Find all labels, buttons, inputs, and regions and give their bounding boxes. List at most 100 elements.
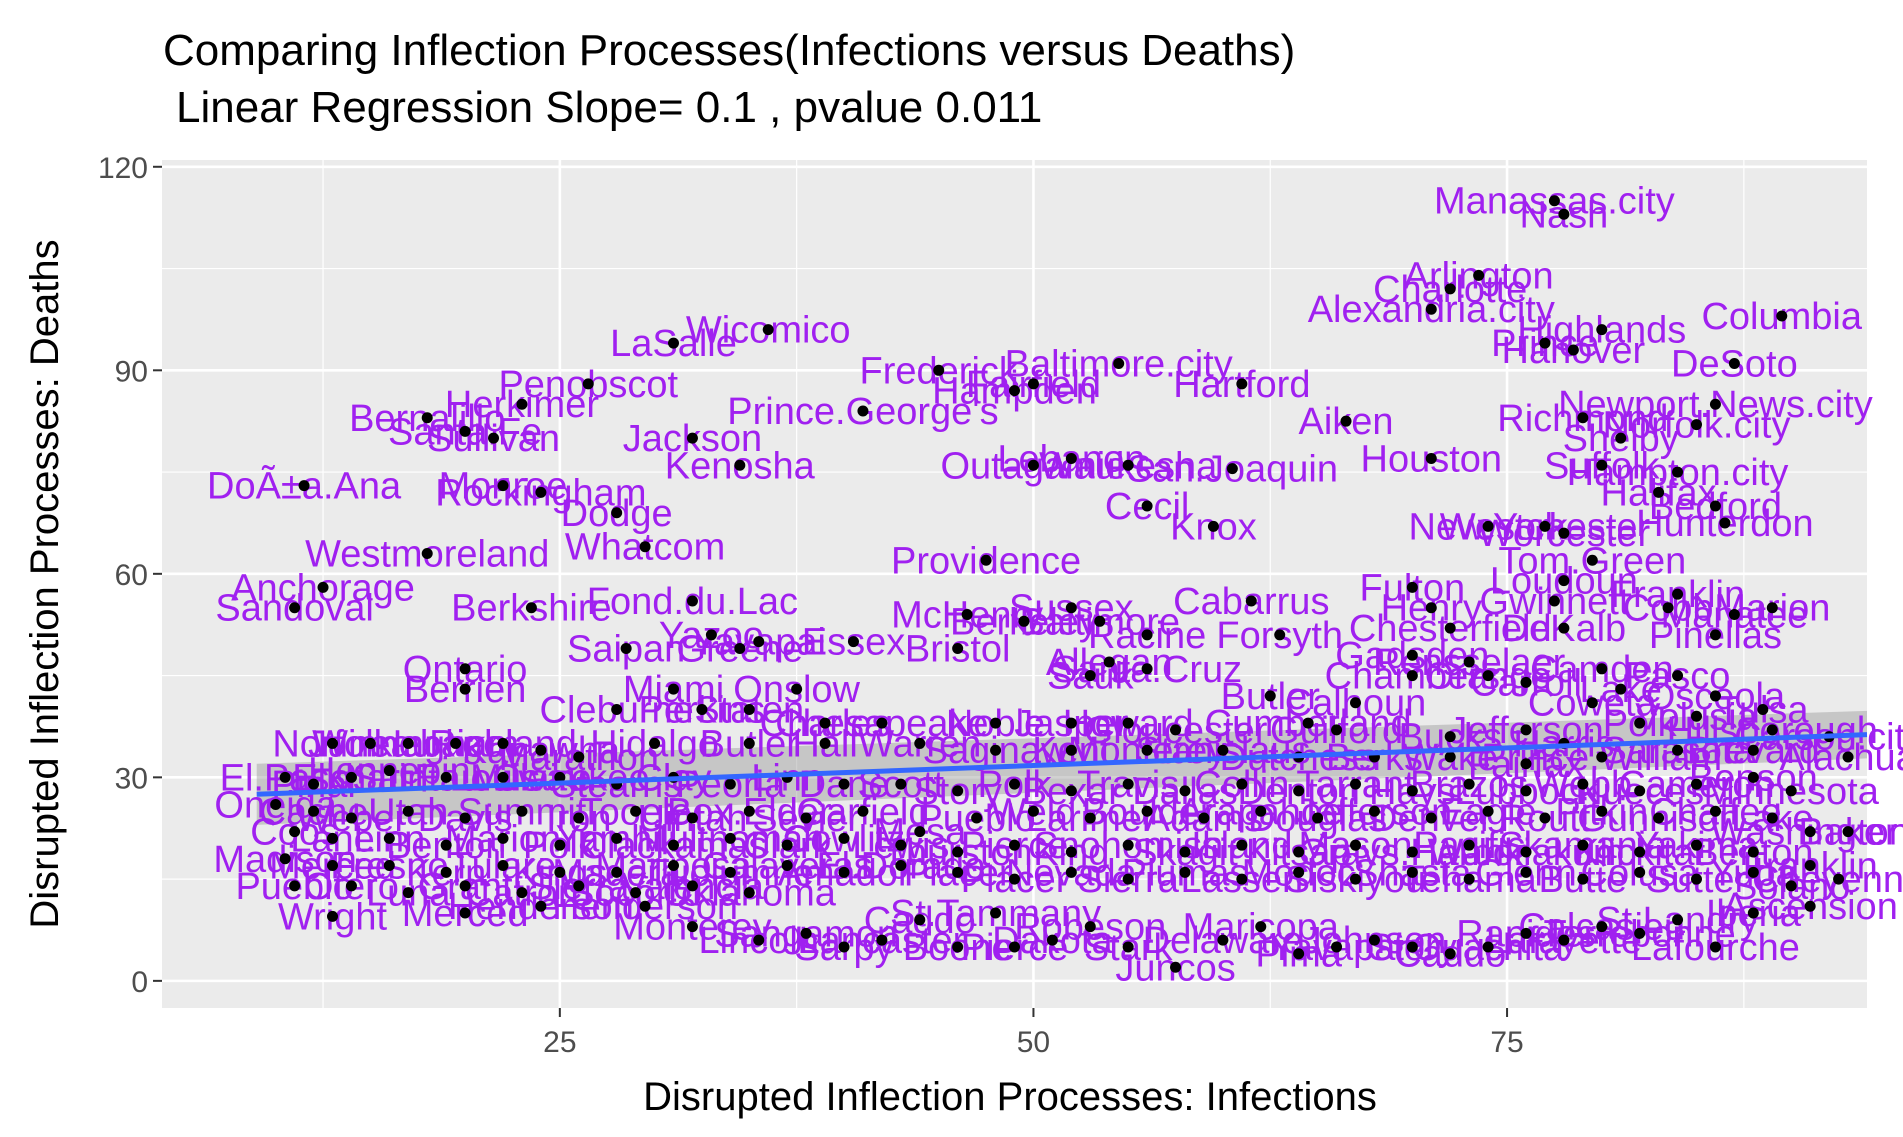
- data-point: [1634, 717, 1646, 729]
- data-point: [724, 832, 736, 844]
- data-point: [1596, 805, 1608, 817]
- data-point: [611, 704, 623, 716]
- data-point: [1217, 934, 1229, 946]
- data-point: [1350, 778, 1361, 790]
- data-point: [838, 778, 850, 790]
- data-point: [990, 744, 1002, 756]
- axis-layer: 25 50 75 0 30 60 90 120: [98, 152, 1524, 1059]
- data-point: [1274, 629, 1286, 641]
- data-point: [279, 771, 291, 783]
- data-point: [1691, 710, 1702, 722]
- data-point: [781, 860, 793, 872]
- regression-line: [256, 732, 1868, 797]
- grid-layer: [162, 160, 1867, 1008]
- data-point: [1833, 873, 1845, 885]
- data-point: [459, 812, 471, 824]
- data-point: [1226, 463, 1238, 475]
- data-point: [298, 480, 310, 492]
- data-point: [847, 636, 859, 648]
- data-point: [1520, 676, 1532, 688]
- data-point: [1520, 846, 1532, 858]
- data-point: [1766, 602, 1778, 614]
- data-point: [1444, 751, 1456, 763]
- data-point: [402, 737, 414, 749]
- data-point: [1520, 927, 1532, 939]
- data-point: [1719, 517, 1731, 529]
- data-point: [1406, 866, 1418, 878]
- data-point: [1065, 846, 1077, 858]
- data-point: [1444, 283, 1456, 295]
- data-point: [1785, 785, 1797, 797]
- data-point: [1520, 866, 1532, 878]
- data-point: [554, 839, 566, 851]
- data-point: [1122, 873, 1134, 885]
- data-point: [525, 602, 537, 614]
- data-point: [516, 805, 528, 817]
- data-point: [620, 642, 632, 654]
- data-point: [497, 771, 509, 783]
- data-point: [1236, 873, 1248, 885]
- data-point: [1463, 839, 1475, 851]
- data-point: [1312, 812, 1324, 824]
- data-point: [724, 778, 736, 790]
- data-point: [1709, 629, 1721, 641]
- data-point: [952, 846, 964, 858]
- data-point: [1709, 941, 1721, 953]
- y-tick-label: 90: [115, 355, 148, 388]
- data-point: [1473, 269, 1485, 281]
- data-point: [1463, 778, 1475, 790]
- data-point: [838, 832, 850, 844]
- data-point: [1567, 344, 1579, 356]
- data-point: [1596, 324, 1608, 336]
- data-point: [1350, 873, 1361, 885]
- data-point: [1482, 670, 1494, 682]
- data-point: [781, 839, 793, 851]
- data-point: [686, 432, 698, 444]
- data-point: [734, 459, 746, 471]
- data-point: [459, 425, 471, 437]
- confidence-band-layer: [256, 710, 1868, 825]
- data-point: [1293, 948, 1305, 960]
- data-point: [952, 785, 964, 797]
- data-point: [1406, 941, 1418, 953]
- data-point: [1804, 900, 1816, 912]
- data-point: [1586, 697, 1598, 709]
- data-point: [1653, 486, 1665, 498]
- data-point: [1141, 805, 1153, 817]
- data-point: [1634, 846, 1646, 858]
- x-tick-label: 50: [1017, 1026, 1050, 1059]
- data-point: [516, 887, 528, 899]
- data-point: [345, 880, 357, 892]
- data-point: [1018, 615, 1030, 627]
- data-point: [573, 880, 585, 892]
- data-point: [1634, 927, 1646, 939]
- data-point: [1170, 961, 1182, 973]
- data-point: [1842, 826, 1854, 838]
- data-point: [1482, 520, 1494, 532]
- data-point: [1236, 839, 1248, 851]
- data-point: [1084, 812, 1096, 824]
- data-point: [440, 839, 452, 851]
- x-tick-label: 25: [543, 1026, 576, 1059]
- data-point: [1558, 527, 1570, 539]
- data-point: [1709, 690, 1721, 702]
- confidence-band: [256, 710, 1868, 825]
- y-tick-label: 30: [115, 762, 148, 795]
- data-point: [980, 554, 992, 566]
- data-point: [1539, 812, 1551, 824]
- data-point: [1577, 778, 1589, 790]
- data-point: [611, 832, 623, 844]
- data-point: [497, 737, 509, 749]
- data-point: [1747, 744, 1759, 756]
- data-point: [1027, 805, 1039, 817]
- data-point: [1691, 839, 1702, 851]
- data-point: [630, 805, 642, 817]
- data-point: [1406, 670, 1418, 682]
- data-point: [402, 887, 414, 899]
- data-point: [459, 663, 471, 675]
- data-point: [639, 541, 651, 553]
- y-tick-label: 120: [98, 152, 148, 185]
- data-point: [1482, 941, 1494, 953]
- data-point: [1009, 839, 1020, 851]
